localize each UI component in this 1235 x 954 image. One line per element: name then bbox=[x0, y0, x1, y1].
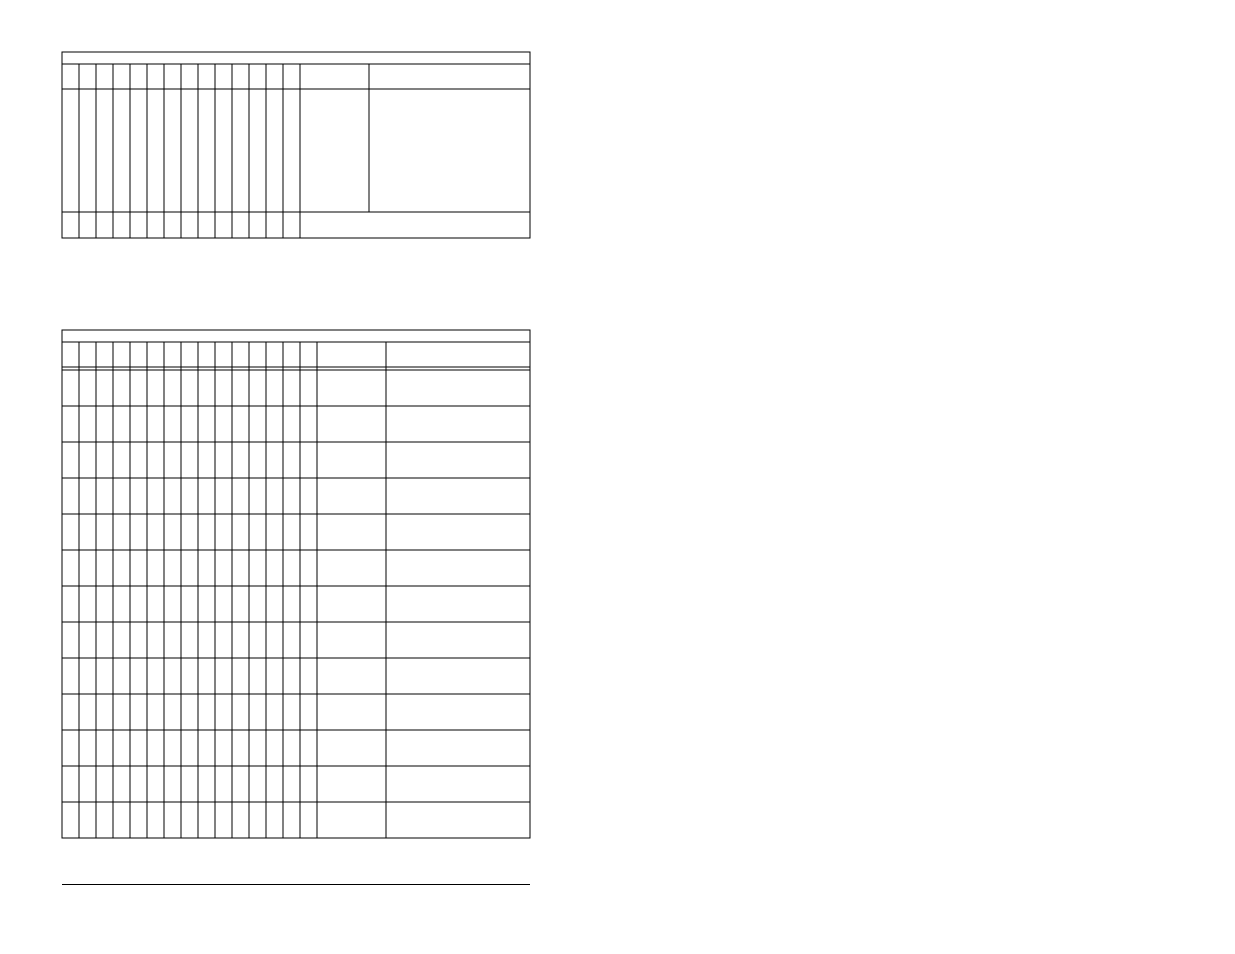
page-root bbox=[0, 0, 1235, 954]
bottom-table bbox=[0, 0, 1235, 900]
page-divider bbox=[62, 884, 530, 885]
